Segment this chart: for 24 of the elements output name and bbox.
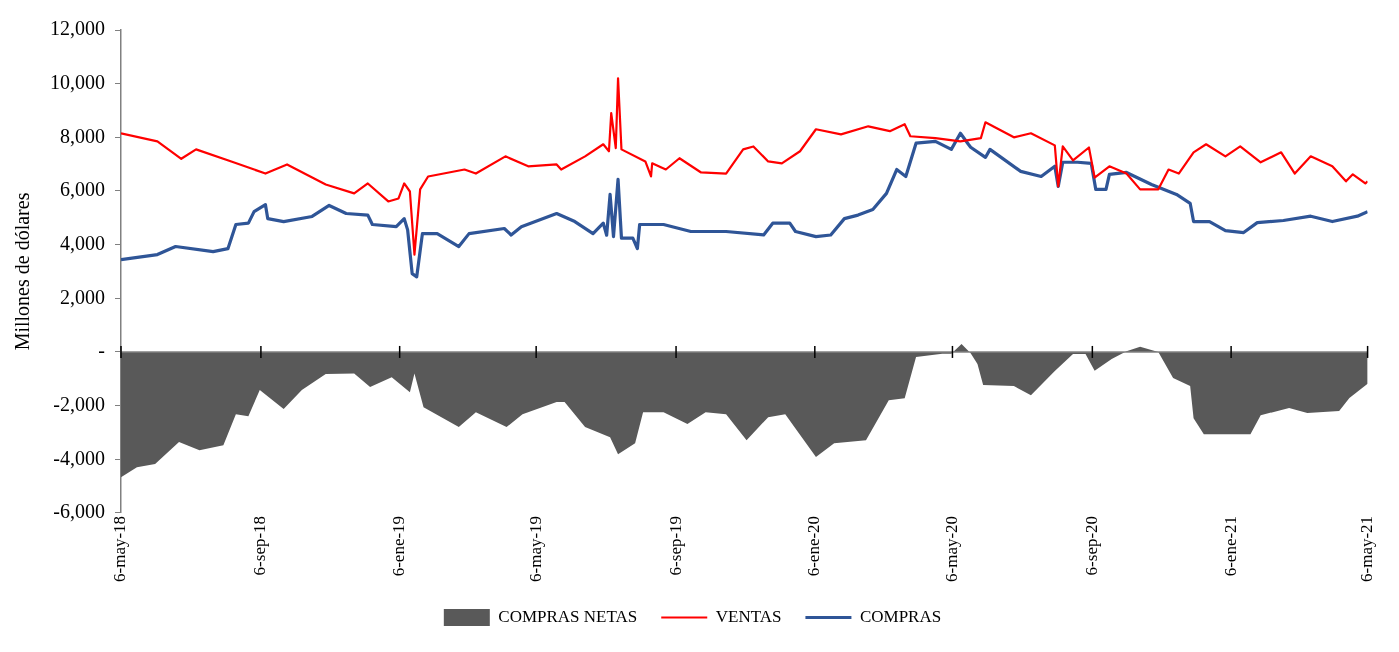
legend-label: VENTAS xyxy=(715,606,782,626)
x-tick-label: 6-may-21 xyxy=(1357,515,1377,582)
x-tick-label: 6-ene-21 xyxy=(1220,515,1240,577)
x-tick-label: 6-may-20 xyxy=(941,515,961,582)
x-tick-label: 6-sep-20 xyxy=(1081,515,1101,576)
y-tick-label: 2,000 xyxy=(60,285,105,308)
y-tick-label: 12,000 xyxy=(50,17,105,40)
legend-label: COMPRAS NETAS xyxy=(498,606,638,626)
y-tick-label: 8,000 xyxy=(60,124,105,147)
x-tick-label: 6-may-19 xyxy=(525,515,545,582)
y-tick-label: 10,000 xyxy=(50,70,105,93)
x-tick-label: 6-sep-19 xyxy=(665,515,685,576)
x-tick-label: 6-ene-19 xyxy=(389,515,409,577)
y-tick-label: 4,000 xyxy=(60,231,105,254)
y-tick-label: - xyxy=(98,339,105,362)
legend-label: COMPRAS xyxy=(859,606,942,626)
y-tick-label: 6,000 xyxy=(60,178,105,201)
y-tick-label: -2,000 xyxy=(53,392,105,415)
x-tick-label: 6-sep-18 xyxy=(250,515,270,576)
y-axis-title: Millones de dólares xyxy=(11,192,34,351)
y-tick-label: -6,000 xyxy=(53,500,105,523)
x-tick-label: 6-ene-20 xyxy=(804,515,824,577)
x-tick-label: 6-may-18 xyxy=(110,515,130,582)
y-tick-label: -4,000 xyxy=(53,446,105,469)
